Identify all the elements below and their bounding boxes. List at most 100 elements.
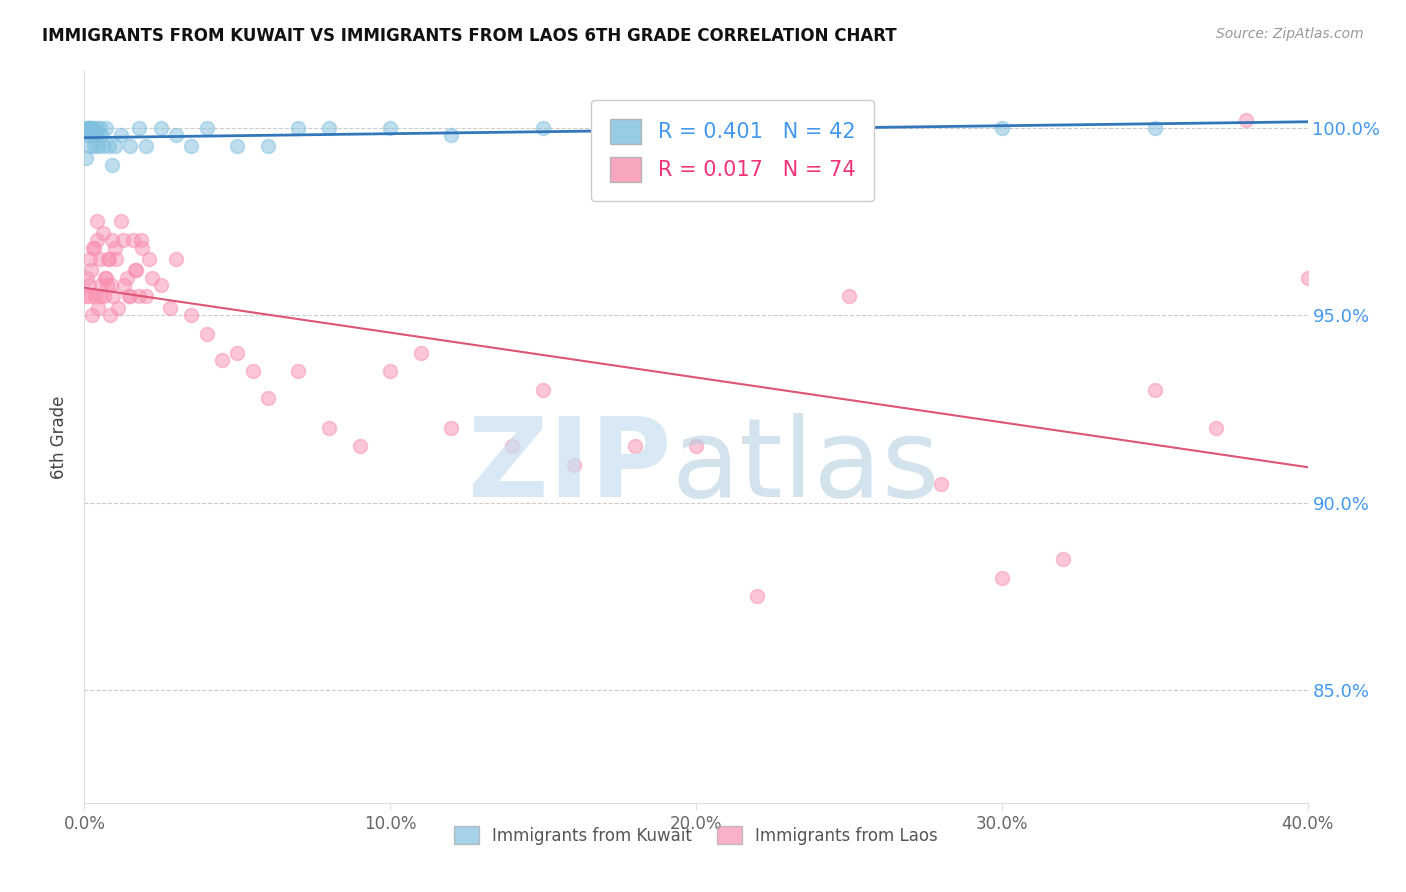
Point — [101, 233, 124, 247]
Point — [1143, 120, 1166, 135]
Point — [120, 139, 142, 153]
Point — [531, 120, 554, 135]
Point — [86, 233, 108, 247]
Point — [409, 345, 432, 359]
Point — [226, 139, 249, 153]
Point — [287, 120, 309, 135]
Point — [101, 158, 124, 172]
Point — [129, 233, 152, 247]
Point — [87, 139, 110, 153]
Point — [257, 391, 280, 405]
Point — [180, 139, 202, 153]
Point — [131, 241, 153, 255]
Point — [165, 252, 187, 266]
Point — [562, 458, 585, 473]
Point — [1143, 383, 1166, 397]
Point — [685, 440, 707, 454]
Point — [89, 120, 111, 135]
Point — [1205, 420, 1227, 434]
Point — [138, 252, 160, 266]
Point — [84, 289, 107, 303]
Point — [98, 308, 121, 322]
Point — [82, 241, 104, 255]
Point — [110, 214, 132, 228]
Point — [226, 345, 249, 359]
Point — [94, 120, 117, 135]
Point — [349, 440, 371, 454]
Point — [91, 226, 114, 240]
Point — [89, 289, 111, 303]
Point — [159, 301, 181, 315]
Point — [79, 289, 101, 303]
Point — [287, 364, 309, 378]
Point — [82, 120, 104, 135]
Point — [93, 289, 115, 303]
Point — [79, 120, 101, 135]
Y-axis label: 6th Grade: 6th Grade — [51, 395, 69, 479]
Point — [120, 289, 142, 303]
Point — [929, 477, 952, 491]
Point — [1296, 270, 1319, 285]
Point — [624, 440, 647, 454]
Point — [80, 128, 103, 142]
Point — [135, 289, 157, 303]
Point — [90, 128, 112, 142]
Point — [380, 364, 402, 378]
Point — [1236, 113, 1258, 128]
Point — [100, 278, 122, 293]
Point — [165, 128, 187, 142]
Point — [79, 252, 101, 266]
Point — [211, 353, 233, 368]
Point — [149, 120, 172, 135]
Point — [89, 252, 111, 266]
Point — [83, 241, 105, 255]
Point — [242, 364, 264, 378]
Point — [380, 120, 402, 135]
Point — [124, 263, 146, 277]
Point — [747, 120, 769, 135]
Point — [685, 120, 707, 135]
Point — [79, 139, 101, 153]
Point — [838, 289, 860, 303]
Point — [180, 308, 202, 322]
Point — [195, 326, 218, 341]
Point — [97, 252, 120, 266]
Point — [77, 128, 100, 142]
Point — [128, 289, 150, 303]
Point — [318, 420, 340, 434]
Point — [97, 252, 120, 266]
Text: ZIP: ZIP — [468, 413, 672, 520]
Point — [122, 233, 145, 247]
Point — [118, 289, 141, 303]
Point — [77, 278, 100, 293]
Point — [76, 270, 98, 285]
Point — [440, 128, 463, 142]
Point — [75, 151, 97, 165]
Text: Source: ZipAtlas.com: Source: ZipAtlas.com — [1216, 27, 1364, 41]
Point — [112, 278, 135, 293]
Point — [80, 308, 103, 322]
Point — [91, 139, 114, 153]
Point — [80, 120, 103, 135]
Point — [135, 139, 157, 153]
Point — [502, 440, 524, 454]
Point — [110, 128, 132, 142]
Point — [77, 120, 100, 135]
Point — [103, 289, 125, 303]
Point — [80, 263, 103, 277]
Point — [76, 120, 98, 135]
Point — [991, 571, 1014, 585]
Point — [94, 270, 117, 285]
Legend: Immigrants from Kuwait, Immigrants from Laos: Immigrants from Kuwait, Immigrants from … — [446, 818, 946, 853]
Point — [86, 214, 108, 228]
Point — [84, 128, 107, 142]
Point — [125, 263, 148, 277]
Point — [86, 120, 108, 135]
Point — [128, 120, 150, 135]
Point — [87, 301, 110, 315]
Point — [111, 233, 134, 247]
Point — [90, 278, 112, 293]
Point — [96, 278, 118, 293]
Point — [195, 120, 218, 135]
Point — [318, 120, 340, 135]
